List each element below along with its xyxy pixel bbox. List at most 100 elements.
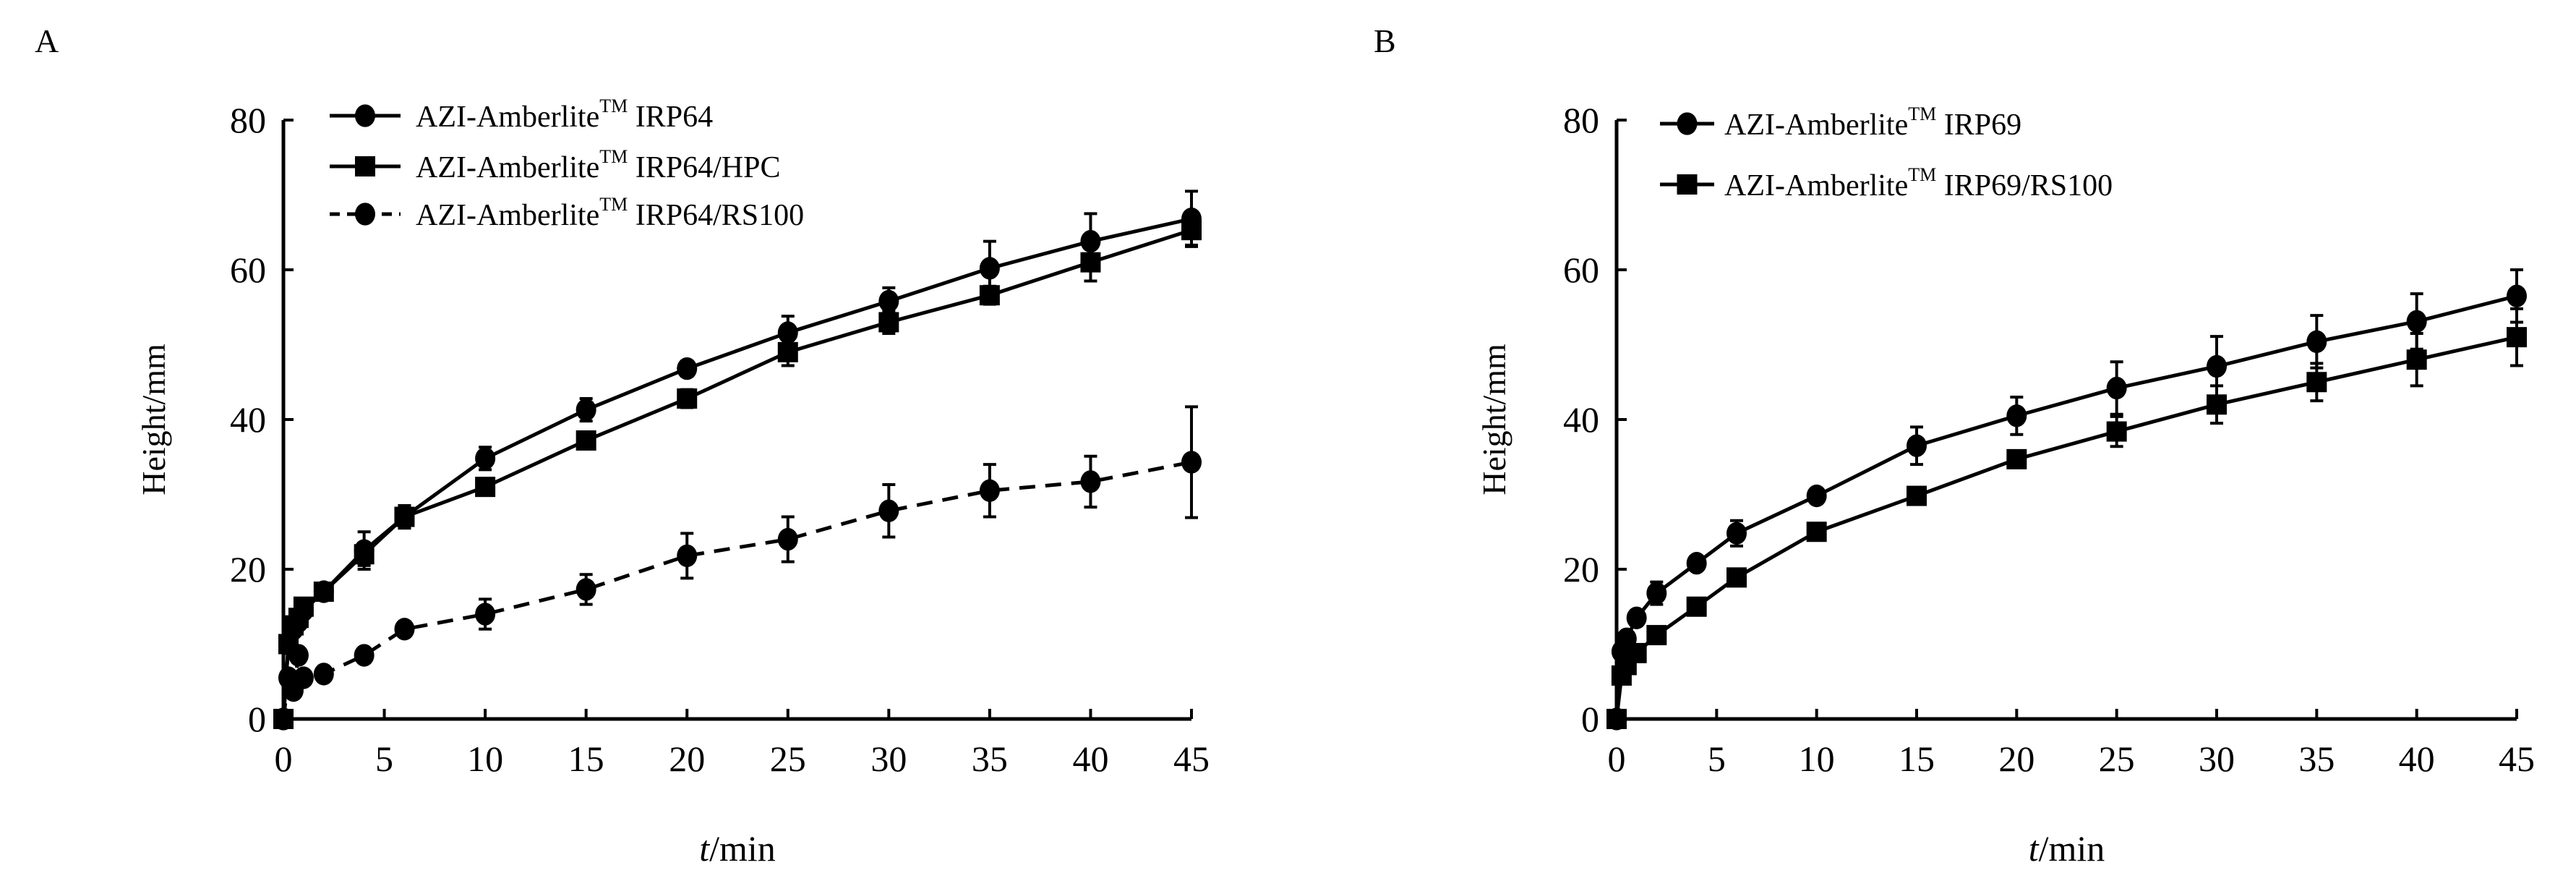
legend-label-trademark: TM [599,194,628,215]
legend-label-prefix: AZI-Amberlite [416,199,599,232]
data-point [1726,567,1747,588]
y-tick-label: 0 [248,699,266,739]
data-point [2106,421,2127,442]
legend-label: AZI-AmberliteTM IRP69/RS100 [1724,164,2113,203]
legend-marker [1677,112,1698,135]
legend-marker [1677,174,1698,195]
data-point [777,527,798,551]
y-tick-label: 20 [230,549,266,589]
panel-label: A [35,22,59,59]
x-tick-label: 0 [275,738,293,779]
y-tick-label: 80 [230,100,266,140]
legend-entry: AZI-AmberliteTM IRP64/HPC [330,146,780,184]
data-point [575,430,596,451]
panel-a: A 0 5 10 15 20 25 30 35 40 45 0 20 40 60 80 t/min Height/… [35,22,1210,869]
x-tick-label: 25 [770,738,806,779]
x-tick-label: 10 [467,738,503,779]
x-tick-label: 30 [2199,738,2235,779]
legend-label-prefix: AZI-Amberlite [416,101,599,134]
series-irp64-rs100 [273,405,1202,731]
legend-label: AZI-AmberliteTM IRP64/HPC [416,146,780,184]
data-point [313,663,334,686]
data-point [677,544,698,568]
y-axis-label: Height/mm [1476,344,1512,495]
legend-label-suffix: IRP64 [628,101,713,134]
x-tick-label: 45 [1173,738,1210,779]
series-line [1614,294,2517,720]
x-tick-label: 35 [2298,738,2335,779]
data-point [1646,582,1667,605]
data-point [979,285,1000,306]
data-point [1626,606,1647,629]
x-tick-label: 5 [1708,738,1726,779]
legend-entry: AZI-AmberliteTM IRP64 [330,95,713,134]
series-line [281,217,1192,720]
data-point [2207,354,2227,378]
x-tick-label: 25 [2099,738,2135,779]
series-irp69-rs100 [1606,307,2527,729]
data-point [1181,220,1202,241]
x-axis-label: t/min [699,828,776,869]
legend-marker [355,104,375,127]
data-point [878,312,899,333]
data-point [1806,484,1827,508]
data-point [777,341,798,362]
legend-label-suffix: IRP69/RS100 [1936,169,2113,203]
data-point [2406,310,2427,333]
x-tick-label: 20 [669,738,705,779]
data-point [575,578,596,601]
data-point [2306,330,2327,354]
x-tick-label: 40 [1072,738,1108,779]
x-axis-label-unit: /min [709,828,776,869]
data-point [1726,522,1747,545]
x-axis-label-italic: t [699,828,710,869]
data-point [2006,404,2027,427]
data-point [293,596,314,617]
series-irp64-hpc [273,213,1202,729]
legend-label-prefix: AZI-Amberlite [1724,169,1908,203]
data-point [878,499,899,522]
data-point [575,398,596,422]
y-tick-label: 60 [1563,250,1599,290]
data-point [979,479,1000,503]
x-tick-label: 40 [2399,738,2435,779]
x-tick-label: 10 [1799,738,1835,779]
data-point [1606,709,1627,729]
data-point [475,477,496,498]
x-axis-label-unit: /min [2039,828,2105,869]
data-point [677,357,698,380]
data-point [2207,394,2227,415]
legend-label-trademark: TM [599,95,628,116]
legend-marker [355,203,375,226]
x-tick-label: 15 [1899,738,1935,779]
x-tick-label: 5 [375,738,393,779]
data-point [1686,552,1707,575]
data-point [2406,349,2427,370]
data-point [1806,522,1827,542]
data-point [293,666,314,689]
data-point [1907,434,1927,457]
data-point [288,644,309,667]
data-point [2507,327,2527,348]
x-axis-label-italic: t [2029,828,2040,869]
y-tick-label: 0 [1581,699,1599,739]
panel-label: B [1374,22,1396,59]
data-point [878,289,899,313]
y-tick-label: 40 [230,399,266,440]
data-point [354,644,375,667]
data-point [1080,470,1101,493]
legend-label: AZI-AmberliteTM IRP64/RS100 [416,194,804,232]
series-irp69 [1606,268,2527,731]
data-point [394,506,415,527]
data-point [677,388,698,409]
legend-label-suffix: IRP64/HPC [628,151,780,184]
x-axis-label: t/min [2029,828,2105,869]
y-tick-label: 80 [1563,100,1599,140]
legend-marker [355,156,375,176]
data-point [2106,376,2127,400]
x-tick-label: 30 [870,738,907,779]
x-tick-label: 35 [972,738,1008,779]
series-line [281,228,1192,720]
data-point [2507,284,2527,307]
y-tick-label: 40 [1563,399,1599,440]
